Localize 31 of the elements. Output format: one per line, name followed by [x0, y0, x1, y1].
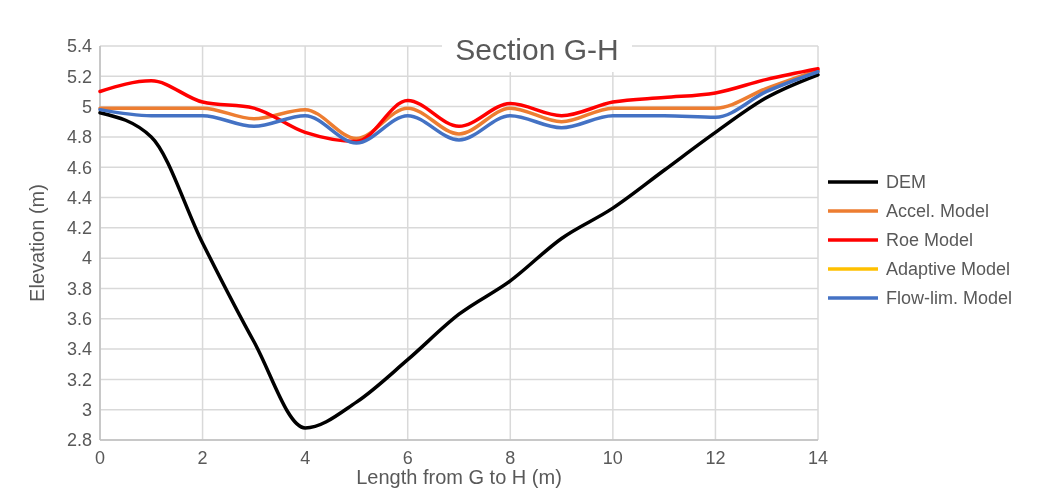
x-tick-label: 12 [705, 448, 726, 468]
legend-label: Flow-lim. Model [886, 288, 1013, 309]
x-axis-title: Length from G to H (m) [356, 466, 562, 488]
y-tick-label: 3.2 [66, 369, 92, 390]
x-tick-label: 14 [807, 448, 829, 468]
y-tick-label: 4.8 [66, 127, 92, 148]
legend-label: Accel. Model [886, 201, 990, 222]
line-series [98, 73, 820, 430]
y-tick-label: 4 [81, 248, 92, 269]
y-axis-title: Elevation (m) [26, 184, 48, 302]
y-tick-label: 3.8 [66, 278, 92, 299]
y-tick-label: 5.2 [66, 66, 92, 87]
x-tick-label: 4 [300, 448, 311, 468]
y-tick-label: 3.4 [66, 339, 92, 360]
y-tick-label: 5 [81, 96, 92, 117]
y-tick-label: 2.8 [66, 430, 92, 451]
legend-label: Roe Model [886, 230, 974, 251]
y-tick-label: 4.4 [66, 187, 92, 208]
y-tick-label: 3 [81, 399, 92, 420]
x-tick-label: 2 [197, 448, 208, 468]
x-tick-label: 8 [505, 448, 516, 468]
y-tick-label: 3.6 [66, 309, 92, 330]
x-tick-label: 0 [94, 448, 106, 468]
legend-label: Adaptive Model [886, 259, 1011, 280]
legend-label: DEM [886, 172, 926, 193]
y-tick-label: 4.6 [66, 157, 92, 178]
x-tick-label: 6 [402, 448, 413, 468]
y-tick-label: 5.4 [66, 36, 92, 57]
chart-title: Section G-H [455, 33, 619, 66]
y-tick-label: 4.2 [66, 218, 92, 239]
x-tick-label: 10 [602, 448, 623, 468]
